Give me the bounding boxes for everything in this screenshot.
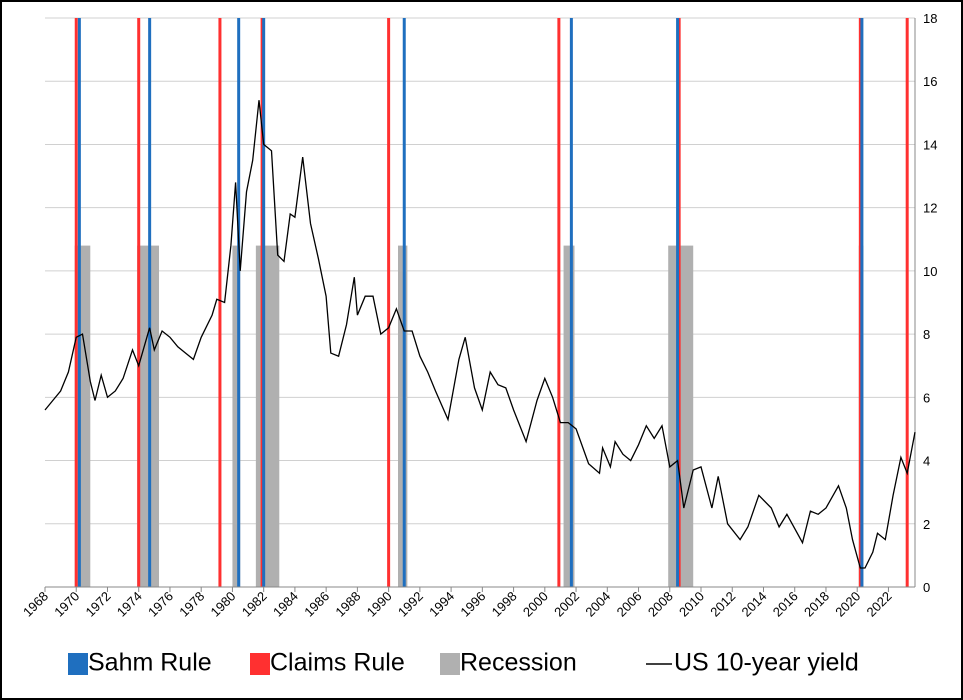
yield-line [44,100,916,569]
recession-bar [137,245,160,587]
legend-label: Recession [460,649,577,677]
y2-tick-label: 4 [923,454,930,469]
legend-swatch [440,653,460,675]
legend-swatch [250,653,270,675]
y2-tick-label: 6 [923,390,930,405]
y2-tick-label: 2 [923,517,930,532]
y2-tick-label: 0 [923,580,930,595]
y2-tick-label: 14 [923,137,937,152]
y2-tick-label: 16 [923,74,937,89]
recession-bar [255,245,280,587]
legend-swatch [68,653,88,675]
legend-label: US 10-year yield [674,649,859,677]
y2-tick-label: 10 [923,264,937,279]
y2-tick-label: 8 [923,327,930,342]
y2-tick-label: 12 [923,201,937,216]
recession-bar [232,245,241,587]
y2-tick-label: 18 [923,11,937,26]
recession-bar [563,245,575,587]
legend-label: Claims Rule [270,649,405,677]
legend-label: Sahm Rule [88,649,212,677]
recession-bar [397,245,408,587]
recession-bar [668,245,694,587]
